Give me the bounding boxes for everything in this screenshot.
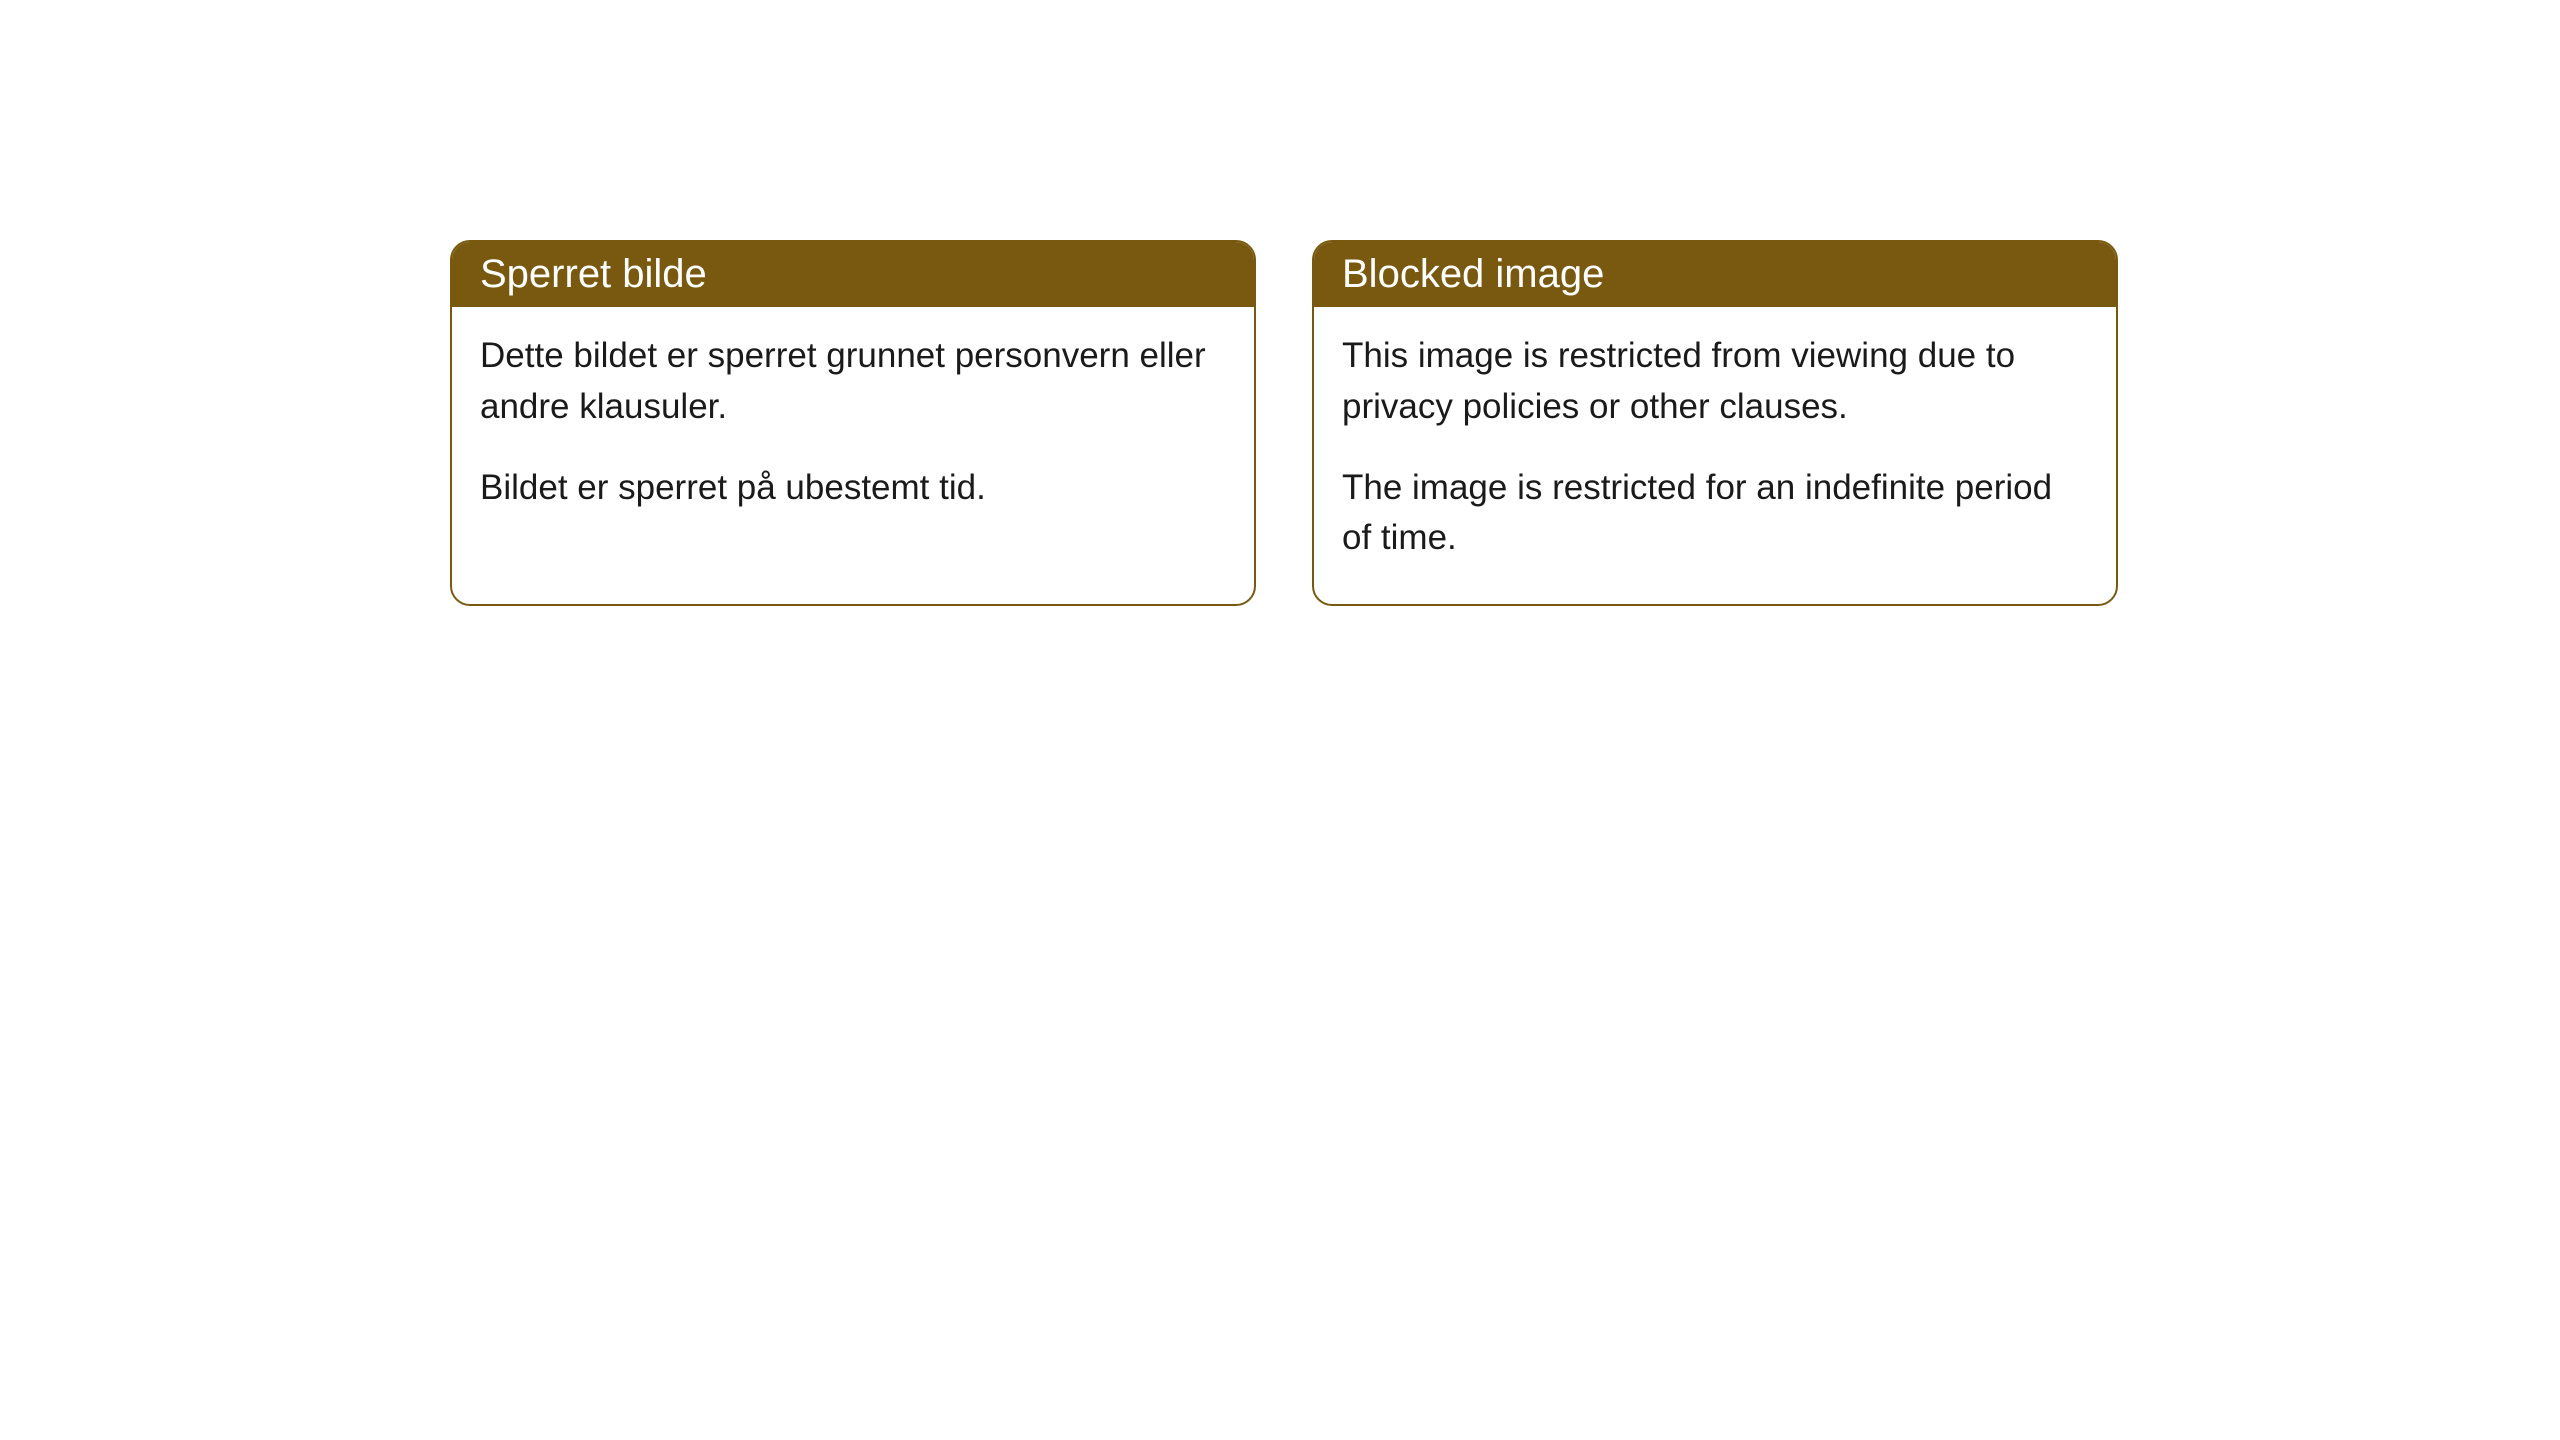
card-paragraph: The image is restricted for an indefinit… [1342,463,2088,565]
card-header: Sperret bilde [452,242,1254,307]
blocked-image-card-no: Sperret bilde Dette bildet er sperret gr… [450,240,1256,606]
card-paragraph: Bildet er sperret på ubestemt tid. [480,463,1226,514]
card-header: Blocked image [1314,242,2116,307]
card-body: Dette bildet er sperret grunnet personve… [452,307,1254,553]
card-title: Sperret bilde [480,252,707,296]
card-container: Sperret bilde Dette bildet er sperret gr… [450,240,2118,606]
card-paragraph: This image is restricted from viewing du… [1342,331,2088,433]
card-body: This image is restricted from viewing du… [1314,307,2116,604]
card-paragraph: Dette bildet er sperret grunnet personve… [480,331,1226,433]
blocked-image-card-en: Blocked image This image is restricted f… [1312,240,2118,606]
card-title: Blocked image [1342,252,1604,296]
